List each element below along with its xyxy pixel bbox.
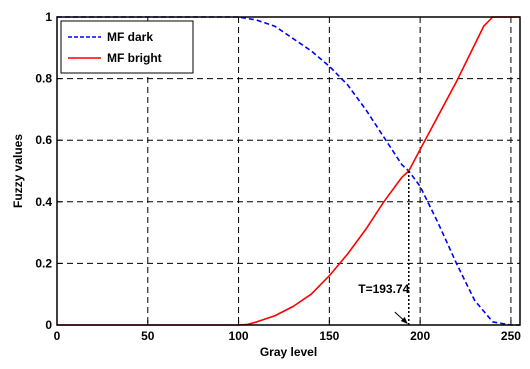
x-tick-label: 250 — [501, 329, 521, 343]
legend-label-mf-dark: MF dark — [107, 30, 153, 44]
x-axis-title: Gray level — [260, 345, 317, 359]
legend: MF dark MF bright — [60, 20, 194, 74]
y-tick-label: 0.8 — [35, 72, 52, 86]
series-line-1 — [57, 16, 520, 326]
y-tick-label: 0 — [45, 318, 52, 332]
threshold-label: T=193.74 — [358, 282, 409, 296]
legend-box — [60, 20, 194, 74]
series-line-0 — [57, 16, 520, 326]
x-tick-label: 200 — [410, 329, 430, 343]
y-tick-label: 1 — [45, 10, 52, 24]
x-tick-label: 100 — [229, 329, 249, 343]
x-tick-label: 50 — [141, 329, 155, 343]
axis-ticks: 0 50 100 150 200 250 0 0.2 0.4 0.6 0.8 1 — [35, 10, 521, 343]
x-tick-label: 150 — [319, 329, 339, 343]
plot-frame — [56, 16, 521, 326]
y-tick-label: 0.4 — [35, 195, 52, 209]
grid-lines — [57, 17, 520, 325]
threshold-annotation: T=193.74 — [358, 171, 410, 325]
legend-label-mf-bright: MF bright — [107, 51, 162, 65]
x-tick-label: 0 — [54, 329, 61, 343]
series-lines — [57, 16, 520, 326]
threshold-arrowhead — [400, 317, 408, 324]
y-tick-label: 0.6 — [35, 133, 52, 147]
y-axis-title: Fuzzy values — [11, 134, 25, 208]
y-tick-label: 0.2 — [35, 256, 52, 270]
